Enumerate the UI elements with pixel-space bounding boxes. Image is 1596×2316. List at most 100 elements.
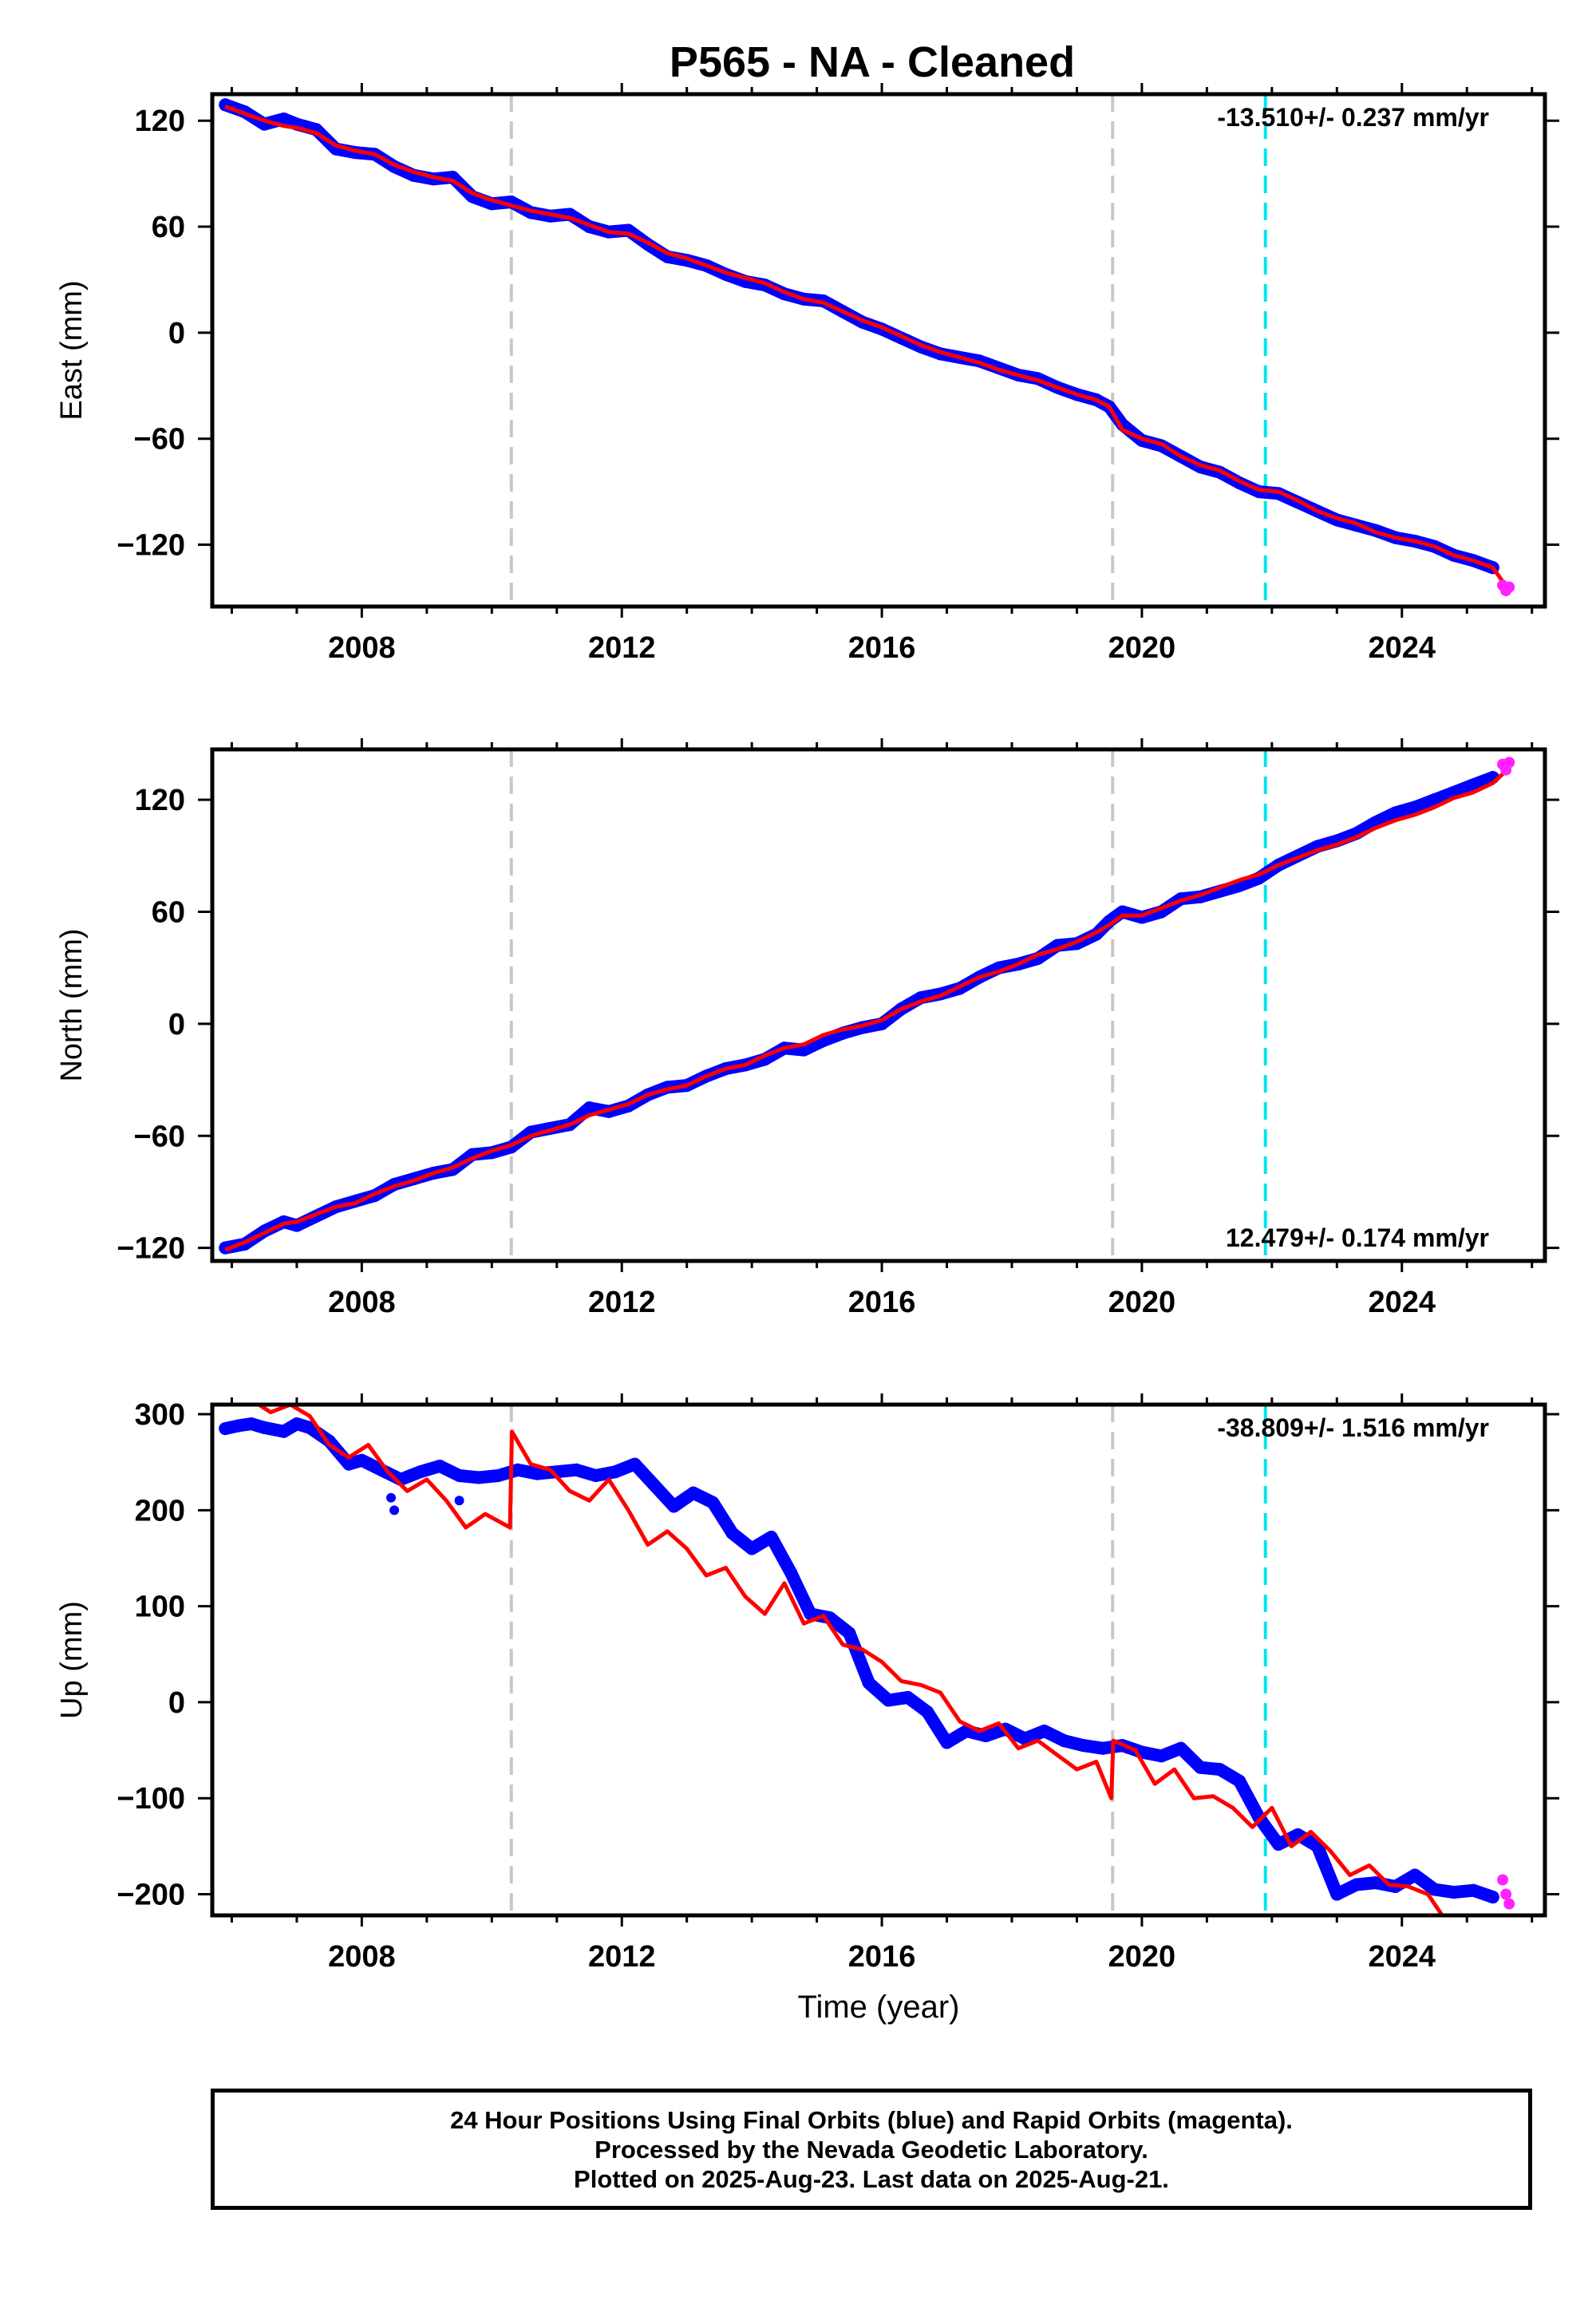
north-y-tick-label: −60 bbox=[134, 1120, 185, 1153]
north-rapid-orbit-point bbox=[1503, 757, 1515, 769]
up-data-point bbox=[303, 1421, 317, 1434]
up-panel: 2008 2012 2016 2020 2024 −200 −100 0 100 200 300 Up… bbox=[55, 1393, 1559, 2025]
up-data-point bbox=[1018, 1732, 1032, 1745]
up-frame bbox=[210, 1402, 1547, 1918]
north-data-point bbox=[1408, 800, 1422, 814]
east-model-fit-line bbox=[224, 105, 1511, 592]
up-y-axis-label: Up (mm) bbox=[55, 1601, 89, 1719]
up-data-point bbox=[1272, 1837, 1285, 1851]
up-data-point bbox=[745, 1542, 759, 1555]
north-model-fit-line bbox=[224, 766, 1511, 1252]
up-y-tick-label: 300 bbox=[135, 1398, 185, 1432]
east-panel: 2008 2012 2016 2020 2024 −120 −60 0 60 120 East (m… bbox=[55, 83, 1559, 665]
north-x-tick-label: 2016 bbox=[848, 1286, 916, 1319]
up-plot-area bbox=[219, 1405, 1515, 1915]
up-y-tick-label: −200 bbox=[117, 1879, 185, 1912]
up-data-point bbox=[784, 1566, 798, 1579]
up-rapid-orbit-point bbox=[1497, 1874, 1509, 1886]
up-data-point bbox=[1408, 1868, 1422, 1882]
up-data-point bbox=[1213, 1763, 1227, 1777]
up-data-point bbox=[355, 1453, 369, 1467]
up-rapid-orbit-point bbox=[1500, 1888, 1512, 1900]
up-data-point bbox=[609, 1465, 622, 1479]
north-rate-annotation: 12.479+/- 0.174 mm/yr bbox=[1226, 1223, 1489, 1252]
north-data-point bbox=[1428, 793, 1441, 807]
up-data-point bbox=[940, 1736, 954, 1749]
up-data-point bbox=[1037, 1725, 1051, 1738]
up-data-point bbox=[219, 1422, 232, 1436]
north-data-point bbox=[1467, 778, 1480, 792]
north-y-tick-label: −120 bbox=[117, 1232, 185, 1266]
up-data-point bbox=[452, 1469, 466, 1483]
up-data-point bbox=[277, 1425, 290, 1438]
footer-line-3: Plotted on 2025-Aug-23. Last data on 202… bbox=[574, 2164, 1169, 2193]
up-x-tick-label: 2024 bbox=[1369, 1940, 1436, 1974]
up-data-point bbox=[511, 1463, 524, 1476]
north-panel: 2008 2012 2016 2020 2024 −120 −60 0 60 120 North (… bbox=[55, 738, 1559, 1319]
up-x-axis-label: Time (year) bbox=[798, 1990, 960, 2025]
panels-group: 2008 2012 2016 2020 2024 −120 −60 0 60 120 East (m… bbox=[55, 83, 1559, 2025]
up-data-point bbox=[1349, 1878, 1363, 1891]
east-plot-area bbox=[219, 94, 1515, 607]
up-data-point bbox=[1233, 1774, 1246, 1788]
up-data-point bbox=[413, 1465, 427, 1479]
up-data-point bbox=[667, 1500, 681, 1513]
up-x-tick-label: 2020 bbox=[1108, 1940, 1176, 1974]
north-y-axis-label: North (mm) bbox=[55, 928, 89, 1081]
figure-title: P565 - NA - Cleaned bbox=[670, 38, 1075, 86]
up-outlier-point bbox=[454, 1496, 464, 1506]
north-x-tick-label: 2020 bbox=[1108, 1286, 1176, 1319]
up-data-point bbox=[342, 1457, 356, 1471]
north-data-point bbox=[583, 1101, 596, 1115]
up-data-point bbox=[492, 1469, 505, 1483]
east-data-point bbox=[277, 112, 290, 125]
east-y-tick-label: 120 bbox=[135, 105, 185, 138]
up-data-point bbox=[531, 1467, 544, 1480]
up-data-point bbox=[1077, 1739, 1090, 1753]
up-rate-annotation: -38.809+/- 1.516 mm/yr bbox=[1217, 1413, 1489, 1442]
up-data-point bbox=[1194, 1761, 1207, 1774]
footer-box: 24 Hour Positions Using Final Orbits (bl… bbox=[211, 2089, 1532, 2210]
east-x-tick-label: 2008 bbox=[328, 631, 396, 665]
north-plot-area bbox=[219, 749, 1515, 1261]
up-data-point bbox=[921, 1705, 934, 1718]
north-data-point bbox=[1389, 806, 1402, 820]
east-rate-annotation: -13.510+/- 0.237 mm/yr bbox=[1217, 103, 1489, 132]
east-x-tick-label: 2020 bbox=[1108, 631, 1176, 665]
east-rapid-orbit-point bbox=[1503, 581, 1515, 593]
up-data-point bbox=[1486, 1891, 1499, 1904]
north-x-tick-label: 2024 bbox=[1369, 1286, 1436, 1319]
up-y-tick-label: −100 bbox=[117, 1782, 185, 1816]
north-x-tick-label: 2012 bbox=[588, 1286, 656, 1319]
up-data-point bbox=[1369, 1876, 1383, 1890]
up-data-point bbox=[570, 1463, 583, 1476]
up-data-point bbox=[764, 1531, 778, 1544]
up-data-point bbox=[901, 1690, 915, 1704]
north-frame bbox=[210, 747, 1547, 1263]
up-y-tick-label: 0 bbox=[168, 1686, 185, 1720]
north-y-tick-label: 60 bbox=[152, 896, 185, 930]
up-final-orbits-series bbox=[219, 1417, 1499, 1904]
up-data-point bbox=[686, 1486, 700, 1500]
up-x-tick-label: 2016 bbox=[848, 1940, 916, 1974]
up-data-point bbox=[843, 1626, 856, 1640]
east-y-axis-label: East (mm) bbox=[55, 280, 89, 420]
up-data-point bbox=[1174, 1741, 1187, 1755]
up-x-tick-label: 2008 bbox=[328, 1940, 396, 1974]
up-data-point bbox=[979, 1729, 993, 1743]
up-rapid-orbit-point bbox=[1503, 1898, 1515, 1910]
up-x-tick-label: 2012 bbox=[588, 1940, 656, 1974]
up-data-point bbox=[862, 1676, 875, 1690]
east-y-tick-label: 60 bbox=[152, 211, 185, 244]
up-data-point bbox=[1428, 1883, 1441, 1896]
up-model-fit-line bbox=[255, 1405, 1445, 1915]
up-data-point bbox=[290, 1417, 303, 1431]
up-data-point bbox=[1447, 1886, 1460, 1899]
up-y-tick-label: 200 bbox=[135, 1494, 185, 1528]
up-y-tick-label: 100 bbox=[135, 1591, 185, 1624]
up-data-point bbox=[258, 1421, 271, 1434]
north-y-tick-label: 0 bbox=[168, 1008, 185, 1041]
north-x-tick-label: 2008 bbox=[328, 1286, 396, 1319]
up-outlier-point bbox=[386, 1492, 397, 1503]
